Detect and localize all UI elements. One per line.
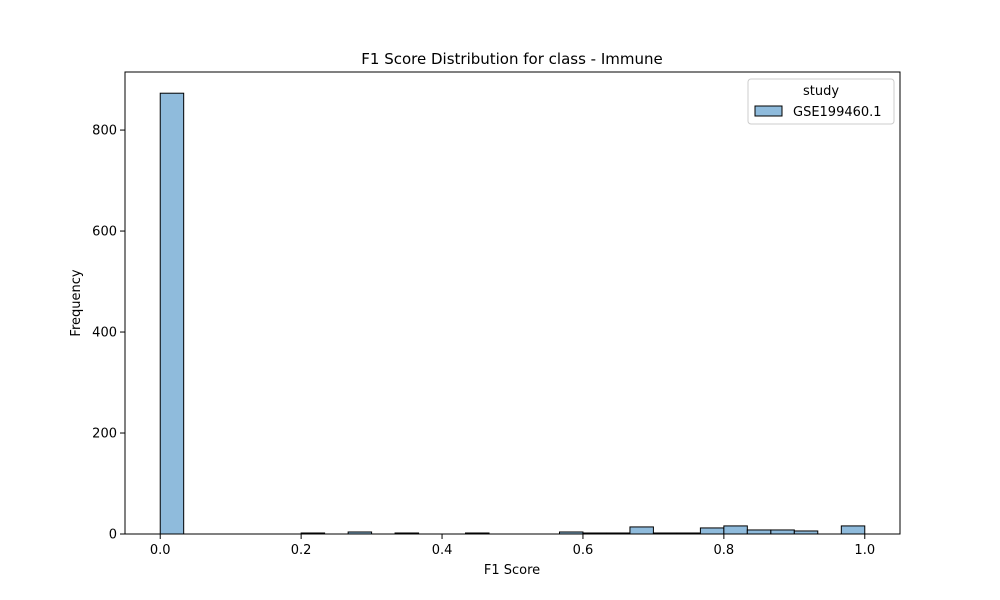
chart-title: F1 Score Distribution for class - Immune [361, 50, 662, 68]
y-tick-label: 200 [92, 427, 117, 442]
legend-box [747, 78, 895, 125]
legend: study GSE199460.1 [747, 78, 895, 125]
y-tick-label: 400 [92, 326, 117, 341]
x-tick-label: 0.2 [291, 543, 312, 558]
y-axis-label: Frequency [69, 269, 84, 336]
x-tick-label: 0.4 [432, 543, 453, 558]
histogram-bar [840, 525, 866, 535]
y-ticks: 0 200 400 600 800 [92, 124, 125, 543]
x-tick-label: 0.8 [714, 543, 735, 558]
y-tick-label: 600 [92, 225, 117, 240]
histogram-bar [159, 92, 185, 535]
x-tick-label: 1.0 [854, 543, 875, 558]
histogram-bar [629, 526, 654, 535]
legend-entry-label: GSE199460.1 [793, 105, 882, 120]
x-tick-label: 0.6 [573, 543, 594, 558]
x-tick-label: 0.0 [150, 543, 171, 558]
histogram-bar [746, 529, 772, 535]
y-tick-label: 800 [92, 124, 117, 139]
legend-swatch [754, 105, 783, 117]
x-ticks: 0.0 0.2 0.4 0.6 0.8 1.0 [150, 534, 875, 558]
x-axis-label: F1 Score [484, 563, 540, 578]
legend-title: study [803, 84, 839, 99]
bars-group [159, 92, 866, 535]
plot-frame [124, 71, 901, 535]
histogram-bar [770, 529, 795, 535]
y-tick-label: 0 [109, 528, 117, 543]
histogram-bar [699, 527, 725, 535]
histogram-bar [723, 525, 748, 535]
